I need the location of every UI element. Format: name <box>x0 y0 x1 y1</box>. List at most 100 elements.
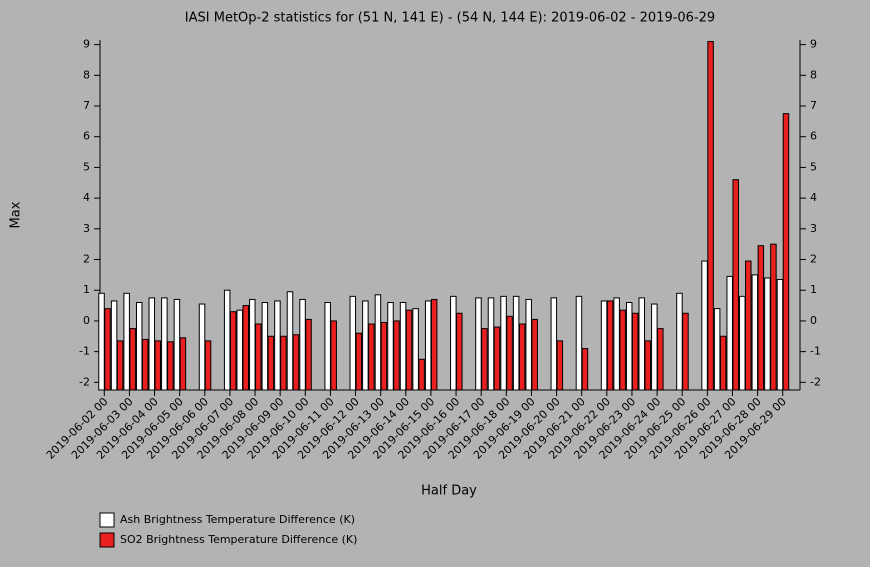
bar <box>475 297 482 391</box>
bar <box>751 274 759 391</box>
bar <box>274 300 281 391</box>
y-tick-label: 6 <box>83 130 90 143</box>
bar <box>399 302 407 391</box>
y-tick-label-right: 1 <box>810 283 817 296</box>
bar <box>387 302 394 391</box>
bar <box>625 302 633 391</box>
chart-title: IASI MetOp-2 statistics for (51 N, 141 E… <box>185 11 715 26</box>
bar <box>368 323 375 391</box>
bar <box>657 328 664 391</box>
bar <box>770 243 777 391</box>
y-tick-label: 8 <box>83 68 90 81</box>
bar <box>732 179 739 391</box>
bar <box>267 335 275 391</box>
bar <box>380 321 388 391</box>
bar <box>98 292 105 391</box>
y-tick-label: -2 <box>79 375 90 388</box>
legend-label: Ash Brightness Temperature Difference (K… <box>120 513 355 526</box>
y-axis-label: Max <box>9 201 24 228</box>
bar <box>154 340 162 391</box>
bar <box>487 297 495 391</box>
bar <box>456 312 463 391</box>
bar <box>135 302 143 391</box>
bar <box>255 323 262 391</box>
bar <box>393 320 400 391</box>
legend-label: SO2 Brightness Temperature Difference (K… <box>120 533 357 546</box>
y-tick-label: 7 <box>83 99 90 112</box>
bar <box>374 294 382 391</box>
bar <box>179 337 187 391</box>
bar <box>719 335 727 391</box>
bar <box>676 292 683 391</box>
bar <box>349 295 357 391</box>
y-tick-label-right: 7 <box>810 99 817 112</box>
bar <box>280 335 287 391</box>
y-tick-label: 1 <box>83 283 90 296</box>
y-tick-label: 2 <box>83 253 90 266</box>
bar <box>286 291 294 391</box>
y-tick-label: 9 <box>83 38 90 51</box>
y-tick-label-right: 2 <box>810 253 817 266</box>
y-tick-label-right: 4 <box>810 191 817 204</box>
bar <box>249 298 256 391</box>
bar <box>764 277 771 391</box>
bar <box>299 298 306 391</box>
y-tick-label: -1 <box>79 345 90 358</box>
bar <box>757 245 765 391</box>
y-tick-label: 3 <box>83 222 90 235</box>
bar <box>424 300 432 391</box>
bar <box>481 328 488 391</box>
bar <box>701 260 708 391</box>
bar <box>261 302 269 391</box>
bar <box>430 298 438 391</box>
bar <box>707 41 714 391</box>
y-tick-label: 4 <box>83 191 90 204</box>
legend-swatch <box>99 532 115 548</box>
bar <box>148 297 156 391</box>
bar <box>418 358 425 391</box>
y-tick-label-right: -1 <box>810 345 821 358</box>
bar <box>173 298 181 391</box>
bar <box>550 297 558 391</box>
bar <box>292 334 300 391</box>
bar <box>412 308 419 391</box>
bar <box>726 275 733 391</box>
bar <box>776 278 784 391</box>
bar <box>644 340 652 391</box>
bar <box>204 340 212 391</box>
y-tick-label-right: 5 <box>810 160 817 173</box>
bar <box>606 300 614 391</box>
bar <box>500 295 507 391</box>
bar <box>745 260 752 391</box>
bar <box>305 318 312 391</box>
y-tick-label-right: -2 <box>810 375 821 388</box>
bar <box>512 295 520 391</box>
bar <box>619 309 626 391</box>
bar <box>613 297 620 391</box>
bar <box>236 309 243 391</box>
bar <box>405 309 413 391</box>
bar <box>123 292 130 391</box>
bar <box>518 323 526 391</box>
y-tick-label-right: 8 <box>810 68 817 81</box>
bar <box>229 311 237 391</box>
bar <box>223 289 231 391</box>
bar <box>782 113 790 391</box>
bar <box>682 312 689 391</box>
bar <box>110 300 118 391</box>
x-axis-label: Half Day <box>421 484 477 499</box>
bar <box>651 303 658 391</box>
y-tick-label-right: 6 <box>810 130 817 143</box>
bar <box>450 295 457 391</box>
bar <box>355 332 363 391</box>
y-tick-label: 0 <box>83 314 90 327</box>
bar <box>531 318 538 391</box>
bar <box>104 308 111 391</box>
bar <box>493 326 501 391</box>
bar <box>600 300 608 391</box>
bar <box>141 338 149 391</box>
legend-swatch <box>99 512 115 528</box>
bar <box>525 298 532 391</box>
